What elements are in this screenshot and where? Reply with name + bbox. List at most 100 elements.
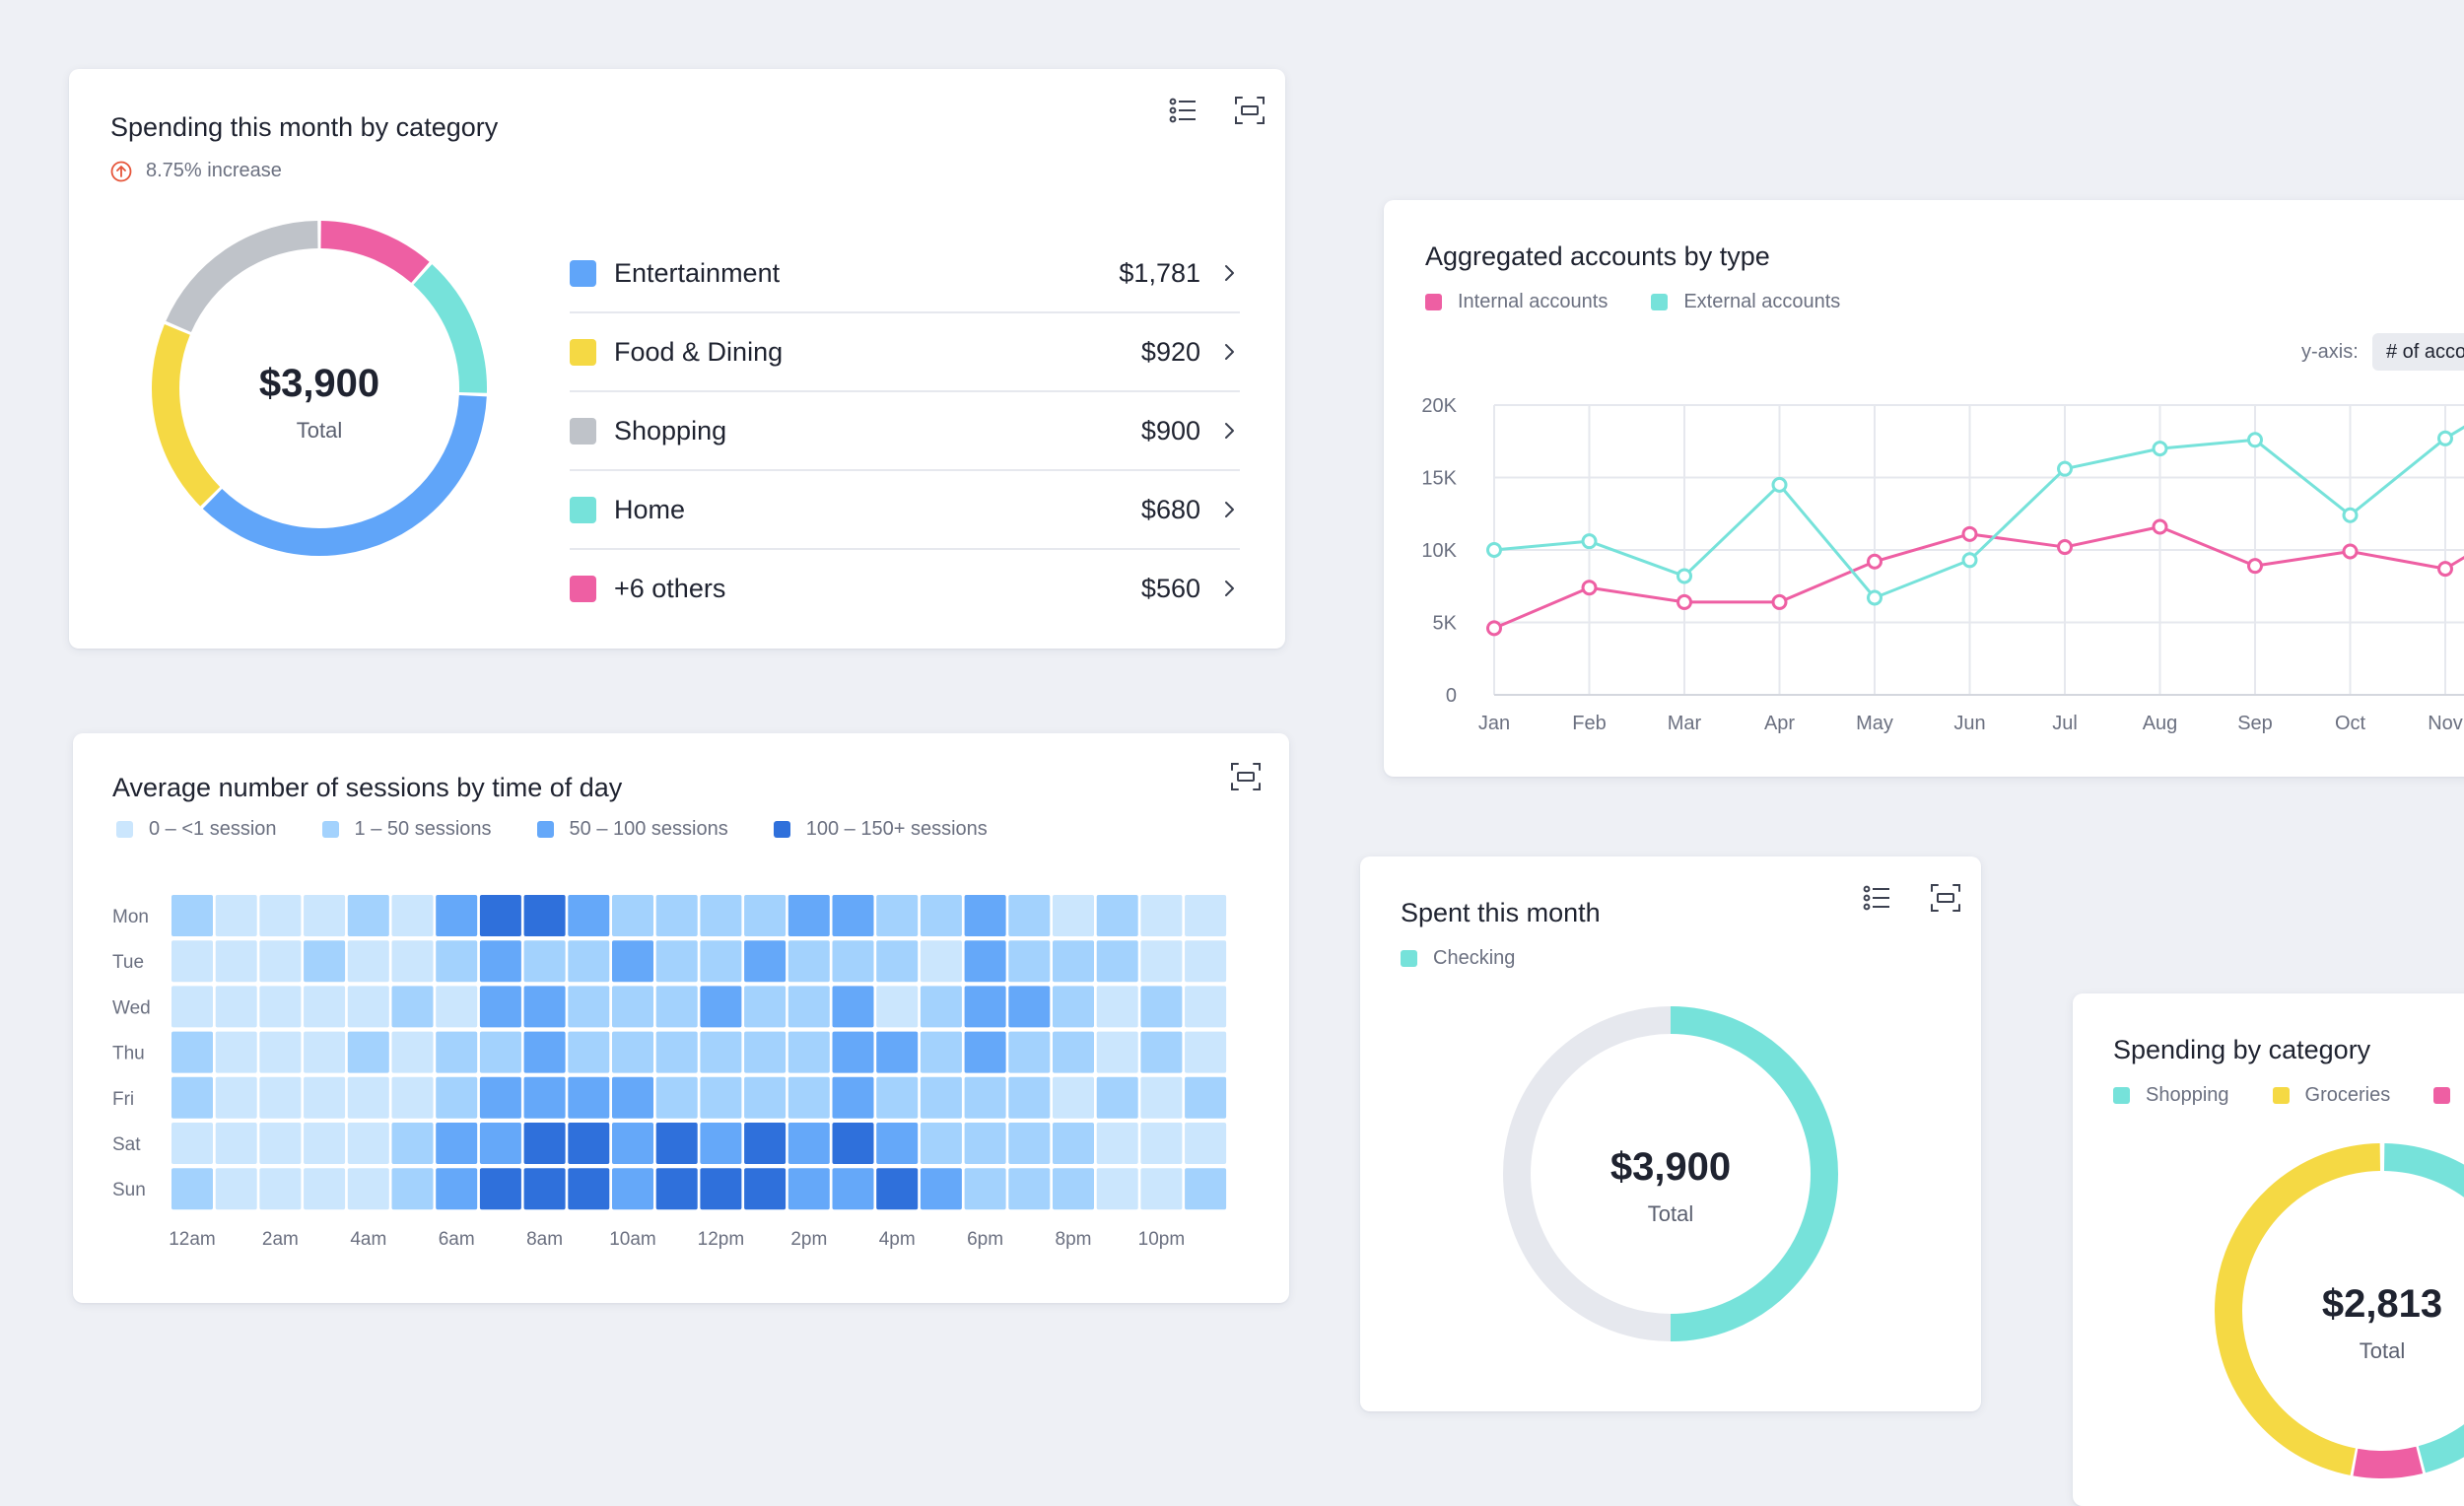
bycat-donut-chart: $2,813 Total bbox=[2215, 1143, 2464, 1478]
data-point bbox=[2057, 460, 2073, 477]
x-tick-label: 4am bbox=[350, 1229, 386, 1250]
category-list: Entertainment $1,781 Food & Dining $920 Shop… bbox=[570, 235, 1240, 627]
donut-segment bbox=[2353, 1446, 2424, 1478]
chevron-right-icon bbox=[1225, 502, 1234, 517]
heatmap-cell bbox=[612, 895, 653, 936]
category-row[interactable]: Entertainment $1,781 bbox=[570, 235, 1240, 313]
legend-item: External accounts bbox=[1651, 291, 1840, 313]
bycat-legend: Shopping Groceries bbox=[2113, 1084, 2451, 1107]
heatmap-cell bbox=[612, 1168, 653, 1210]
chevron-right-icon bbox=[1225, 423, 1234, 439]
legend-item: Shopping bbox=[2113, 1084, 2229, 1107]
heatmap-cell bbox=[612, 1031, 653, 1073]
heatmap-cell bbox=[391, 1076, 434, 1119]
heatmap-cell bbox=[1140, 895, 1183, 936]
category-row[interactable]: Home $680 bbox=[570, 471, 1240, 550]
heatmap-cell bbox=[1185, 986, 1227, 1028]
sessions-legend: 0 – <1 session 1 – 50 sessions 50 – 100 se… bbox=[116, 818, 988, 841]
heatmap-cell bbox=[1096, 1168, 1138, 1210]
y-tick-label: 20K bbox=[1421, 395, 1457, 417]
increase-text: 8.75% increase bbox=[146, 160, 282, 181]
heatmap-cell bbox=[876, 1168, 919, 1210]
category-value: $920 bbox=[1140, 336, 1200, 367]
x-tick-label: Jun bbox=[1953, 713, 1985, 734]
heatmap-cell bbox=[171, 895, 213, 936]
category-label: Entertainment bbox=[614, 257, 781, 288]
yaxis-select[interactable]: # of accounts bbox=[2372, 333, 2464, 371]
legend-label: Groceries bbox=[2304, 1084, 2391, 1106]
heatmap-cell bbox=[612, 1123, 653, 1164]
donut-segment bbox=[2215, 1143, 2381, 1475]
heatmap-cell bbox=[215, 940, 257, 983]
heatmap-cell bbox=[700, 940, 742, 983]
heatmap-cell bbox=[876, 1123, 919, 1164]
heatmap-cell bbox=[479, 1031, 521, 1073]
x-tick-label: 2pm bbox=[790, 1229, 827, 1250]
aggregated-accounts-card: Aggregated accounts by type Internal acc… bbox=[1384, 200, 2464, 777]
category-value: $1,781 bbox=[1119, 257, 1200, 288]
data-point bbox=[1677, 593, 1692, 610]
heatmap-cell bbox=[568, 1123, 610, 1164]
heatmap-cell bbox=[523, 1168, 566, 1210]
heatmap-cell bbox=[523, 1031, 566, 1073]
donut-remainder bbox=[1502, 1006, 1672, 1341]
heatmap-cell bbox=[259, 940, 302, 983]
heatmap-cell bbox=[171, 1076, 213, 1119]
data-point bbox=[1867, 553, 1882, 570]
list-icon[interactable] bbox=[1859, 880, 1894, 916]
heatmap-cell bbox=[832, 986, 874, 1028]
category-row[interactable]: Food & Dining $920 bbox=[570, 313, 1240, 392]
increase-indicator: 8.75% increase bbox=[110, 160, 282, 182]
chevron-right-icon bbox=[1225, 344, 1234, 360]
heatmap-cell bbox=[920, 1168, 962, 1210]
heatmap-cell bbox=[1008, 895, 1051, 936]
category-row[interactable]: Shopping $900 bbox=[570, 392, 1240, 471]
heatmap-cell bbox=[347, 1076, 389, 1119]
heatmap-cell bbox=[964, 1076, 1006, 1119]
heatmap-cell bbox=[479, 986, 521, 1028]
heatmap-cell bbox=[523, 940, 566, 983]
heatmap-cell bbox=[568, 1031, 610, 1073]
x-tick-label: Nov bbox=[2428, 713, 2463, 734]
category-swatch bbox=[570, 338, 596, 366]
data-point bbox=[1677, 568, 1692, 584]
heatmap-cell bbox=[832, 895, 874, 936]
legend-swatch bbox=[2113, 1087, 2130, 1104]
heatmap-cell bbox=[1140, 1123, 1183, 1164]
heatmap-cell bbox=[568, 986, 610, 1028]
sessions-heatmap: Mon Tue Wed Thu Fri Sat Sun 12am 2am 4am 6am 8am 10a… bbox=[112, 895, 1227, 1250]
heatmap-cell bbox=[655, 1031, 698, 1073]
category-row[interactable]: +6 others $560 bbox=[570, 550, 1240, 627]
heatmap-cell bbox=[964, 940, 1006, 983]
legend-swatch bbox=[116, 821, 133, 838]
legend-swatch bbox=[2433, 1087, 2451, 1104]
heatmap-cell bbox=[215, 986, 257, 1028]
heatmap-cell bbox=[787, 1168, 830, 1210]
heatmap-cell bbox=[436, 1076, 478, 1119]
heatmap-cell bbox=[832, 1031, 874, 1073]
x-tick-label: May bbox=[1856, 713, 1893, 734]
expand-icon[interactable] bbox=[1228, 759, 1264, 794]
heatmap-cell bbox=[1185, 1076, 1227, 1119]
heatmap-cell bbox=[1185, 1031, 1227, 1073]
y-tick-label: 15K bbox=[1421, 468, 1457, 490]
heatmap-cell bbox=[1053, 1076, 1094, 1119]
spent-donut-chart: $3,900 Total bbox=[1502, 1006, 1838, 1341]
heatmap-cell bbox=[1053, 895, 1094, 936]
heatmap-cell bbox=[347, 1123, 389, 1164]
expand-icon[interactable] bbox=[1232, 93, 1267, 128]
expand-icon[interactable] bbox=[1928, 880, 1963, 916]
heatmap-cell bbox=[1140, 1031, 1183, 1073]
donut-segment bbox=[413, 264, 487, 393]
card-title: Spending by category bbox=[2113, 1035, 2371, 1064]
heatmap-cell bbox=[259, 1076, 302, 1119]
heatmap-cell bbox=[612, 940, 653, 983]
heatmap-cell bbox=[1185, 940, 1227, 983]
accounts-legend: Internal accounts External accounts bbox=[1425, 291, 1840, 313]
x-tick-label: 6am bbox=[439, 1229, 475, 1250]
list-icon[interactable] bbox=[1165, 93, 1200, 128]
heatmap-cell bbox=[1096, 1076, 1138, 1119]
heatmap-cell bbox=[876, 940, 919, 983]
legend-label: 0 – <1 session bbox=[149, 818, 277, 840]
card-title: Average number of sessions by time of da… bbox=[112, 773, 623, 802]
